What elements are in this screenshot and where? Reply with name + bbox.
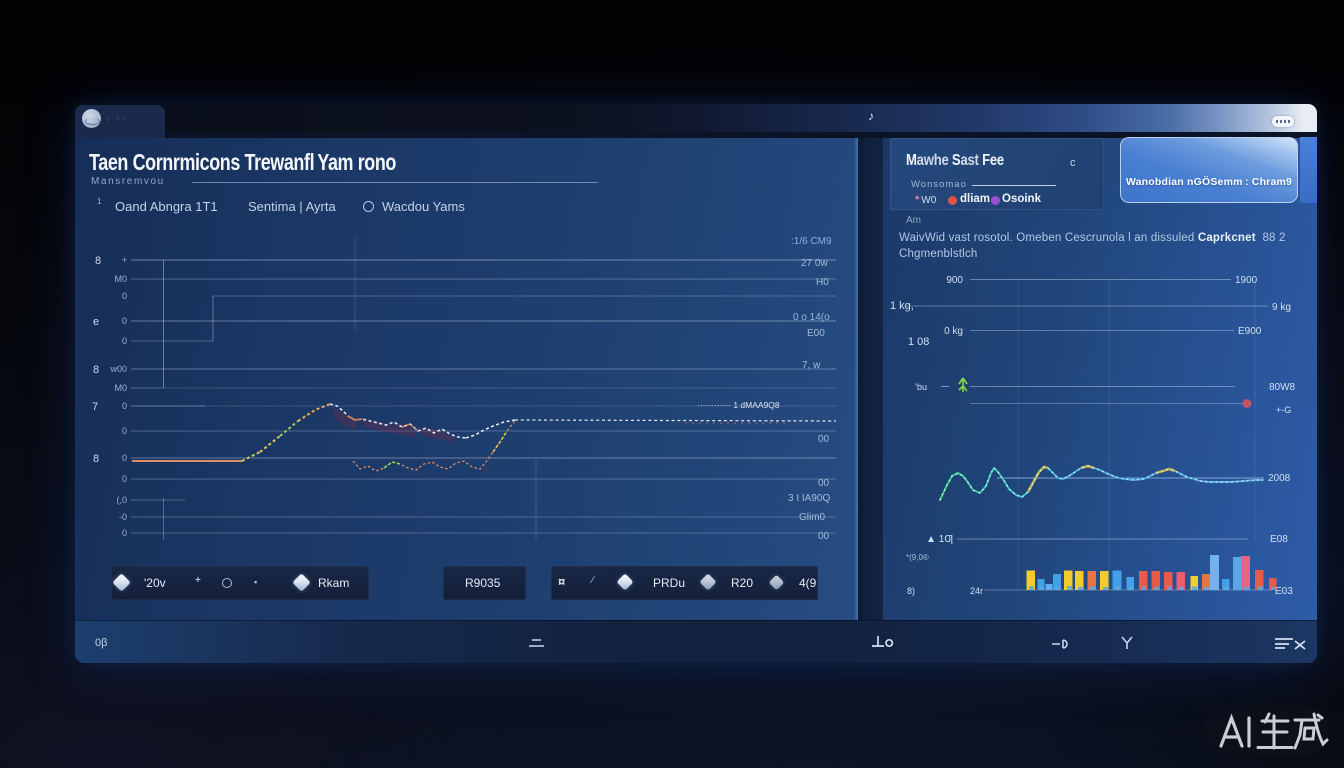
svg-text:E08: E08 <box>1270 534 1288 545</box>
svg-text:1900: 1900 <box>1235 275 1258 286</box>
svg-text:E900: E900 <box>1238 326 1262 337</box>
svg-text:7, w: 7, w <box>802 360 821 371</box>
svg-text::1/6 CM9: :1/6 CM9 <box>791 236 832 247</box>
svg-text:0: 0 <box>122 453 127 463</box>
svg-text:7: 7 <box>92 401 98 413</box>
svg-text:0: 0 <box>122 426 127 436</box>
svg-text:24r: 24r <box>970 586 983 596</box>
svg-text:(,0: (,0 <box>116 495 127 505</box>
svg-text:8: 8 <box>95 255 101 267</box>
svg-text:27 0w: 27 0w <box>801 258 828 269</box>
svg-text:0: 0 <box>122 316 127 326</box>
svg-text:00: 00 <box>818 478 830 489</box>
svg-text:Glim0: Glim0 <box>799 512 826 523</box>
svg-text:3 I IA90Q: 3 I IA90Q <box>788 493 830 504</box>
svg-text:2008: 2008 <box>1268 473 1291 484</box>
svg-text:1 08: 1 08 <box>908 336 929 348</box>
svg-text:'bu: 'bu <box>915 382 927 392</box>
svg-text:8: 8 <box>93 364 99 376</box>
svg-text:w00: w00 <box>109 364 127 374</box>
svg-text:-0: -0 <box>119 512 127 522</box>
svg-text:8): 8) <box>907 586 915 596</box>
svg-text:0: 0 <box>122 401 127 411</box>
svg-text:8: 8 <box>93 453 99 465</box>
svg-text:M0: M0 <box>114 383 127 393</box>
svg-text:············ 1 dMAA9Q8: ············ 1 dMAA9Q8 <box>697 400 780 410</box>
svg-text:E03: E03 <box>1275 586 1293 597</box>
svg-text:M0: M0 <box>114 274 127 284</box>
svg-text:+-G: +-G <box>1276 405 1291 415</box>
svg-text:0 kg: 0 kg <box>944 326 963 337</box>
svg-text:0: 0 <box>122 336 127 346</box>
svg-text:H0: H0 <box>816 277 829 288</box>
svg-text:00: 00 <box>818 434 830 445</box>
svg-text:00: 00 <box>818 531 830 542</box>
svg-text:1 kg,: 1 kg, <box>890 300 914 312</box>
svg-text:*(9,0®: *(9,0® <box>906 553 929 562</box>
svg-text:0: 0 <box>122 291 127 301</box>
svg-text:▲ 1Ƣ: ▲ 1Ƣ <box>926 534 953 545</box>
svg-text:e: e <box>93 316 99 328</box>
svg-text:80W8: 80W8 <box>1269 382 1296 393</box>
svg-text:900: 900 <box>946 275 963 286</box>
svg-text:0: 0 <box>122 474 127 484</box>
svg-text:9 kg: 9 kg <box>1272 302 1291 313</box>
svg-text:+: + <box>122 255 127 265</box>
svg-text:0: 0 <box>122 528 127 538</box>
svg-text:E00: E00 <box>807 328 825 339</box>
svg-text:0 o 14(o: 0 o 14(o <box>793 312 830 323</box>
